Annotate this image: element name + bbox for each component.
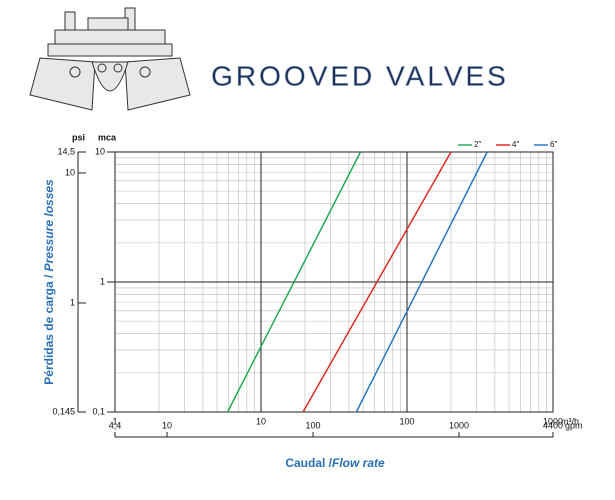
- y2-tick-label: 1: [70, 297, 75, 307]
- y-tick-label: 0,1: [92, 406, 105, 416]
- x2-tick-label: 100: [306, 420, 321, 430]
- series-line: [302, 151, 452, 413]
- x2-unit: gpm: [565, 420, 583, 430]
- x2-tick-label: 4400: [543, 420, 563, 430]
- y2-tick-label: 10: [65, 167, 75, 177]
- y-axis-title: Pérdidas de carga / Pressure losses: [42, 179, 56, 385]
- x-axis-title: Caudal /Flow rate: [285, 456, 385, 470]
- x-axis-title-part: Flow rate: [332, 456, 385, 470]
- y-tick-label: 10: [95, 146, 105, 156]
- x2-tick-label: 4,4: [109, 420, 122, 430]
- x-axis-title-part: Caudal /: [285, 456, 332, 470]
- series-line: [226, 151, 362, 413]
- y-axis-title-part: Pérdidas de carga /: [42, 271, 56, 384]
- valve-drawing: [29, 7, 191, 111]
- title: GROOVED VALVES: [211, 60, 509, 91]
- y2-tick-label: 14,5: [57, 146, 75, 156]
- x2-tick-label: 1000: [449, 420, 469, 430]
- x-unit: m³/h: [561, 416, 579, 426]
- x-tick-label: 1: [112, 416, 117, 426]
- x-tick-label: 100: [399, 416, 414, 426]
- x-tick-label: 1000: [543, 416, 563, 426]
- plot-frame: [114, 151, 554, 413]
- legend-label: 6": [550, 140, 557, 149]
- series-line: [355, 151, 488, 413]
- y2-unit: psi: [72, 132, 85, 142]
- y-tick-label: 1: [100, 276, 105, 286]
- x2-tick-label: 10: [162, 420, 172, 430]
- legend-label: 4": [512, 140, 519, 149]
- y-axis-title-part: Pressure losses: [42, 179, 56, 271]
- y2-tick-label: 0,145: [52, 406, 75, 416]
- x-tick-label: 10: [256, 416, 266, 426]
- legend-label: 2": [474, 140, 481, 149]
- y-unit: mca: [98, 132, 117, 142]
